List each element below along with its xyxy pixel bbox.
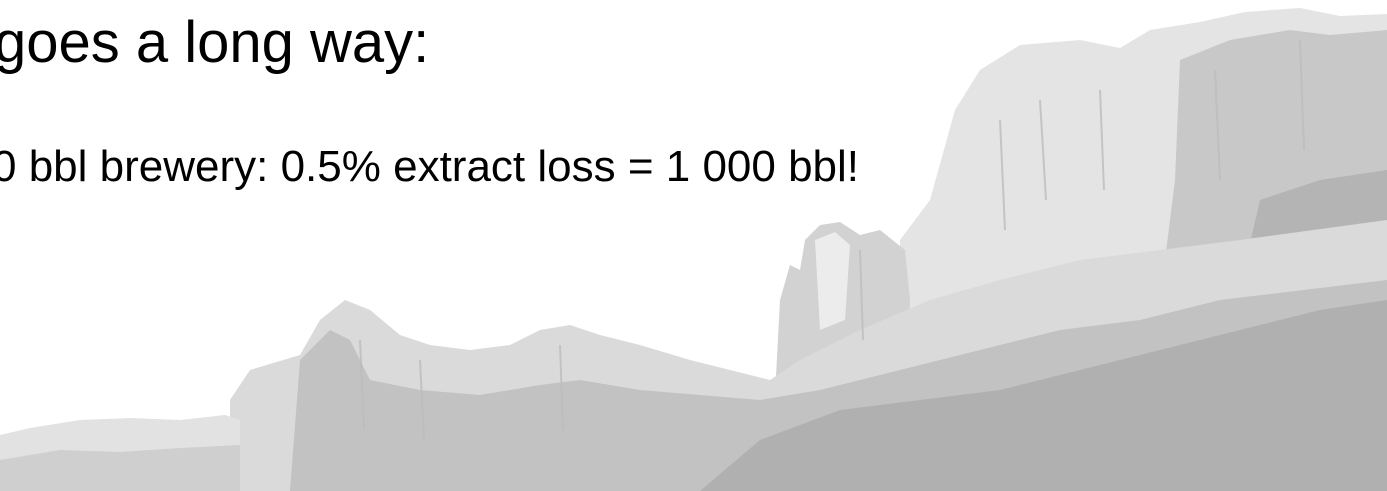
slope-foreground-shape xyxy=(700,300,1387,491)
rock-spire-highlight-shape xyxy=(815,232,850,330)
mesa-left-shadow-shape xyxy=(0,445,240,491)
rock-texture-lines xyxy=(359,39,1305,441)
